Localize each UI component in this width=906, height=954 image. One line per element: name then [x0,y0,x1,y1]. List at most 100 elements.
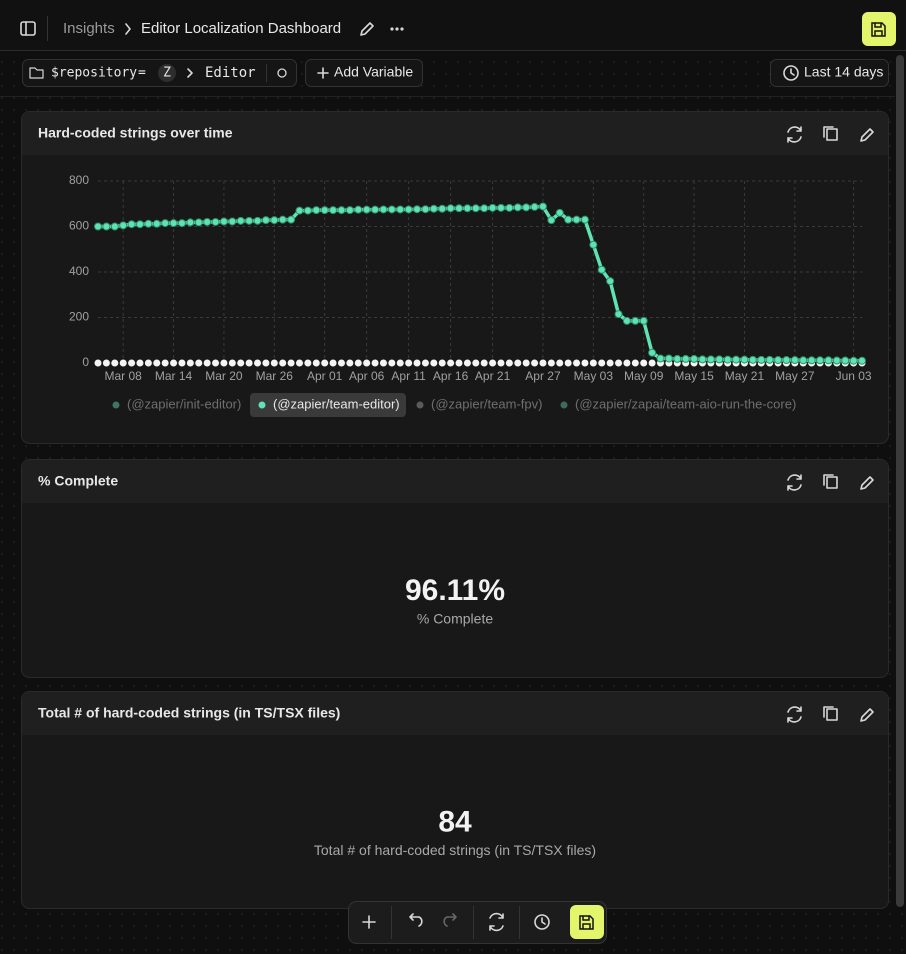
data-point [530,202,539,211]
panel-header [22,692,888,735]
add-variable-button[interactable] [305,59,423,87]
edit-button[interactable] [860,476,874,490]
y-tick-label: 0 [82,355,89,369]
baseline-dot [631,359,639,367]
legend-label[interactable]: (@zapier/team-fpv) [431,396,542,411]
data-point [219,217,228,226]
edit-title[interactable] [360,22,374,36]
variable-value: Editor [205,65,256,81]
data-point [858,356,866,365]
save-button[interactable] [570,905,604,939]
data-point [480,204,489,213]
baseline-dot [254,359,262,367]
data-point [329,206,338,215]
data-point [656,354,665,363]
panel-title: % Complete [38,473,118,489]
data-point [799,356,808,365]
data-point [261,216,270,225]
baseline-dot [337,359,345,367]
data-point [555,208,564,217]
data-point [404,205,413,214]
data-point [194,218,203,227]
baseline-dot [102,359,110,367]
data-point [639,316,648,325]
more-menu[interactable] [390,27,404,31]
save-button[interactable] [862,12,896,46]
data-point [513,203,522,212]
duplicate-button[interactable] [823,126,838,141]
baseline-dot [388,359,396,367]
refresh-button[interactable] [489,912,504,932]
operator: = [138,66,146,81]
data-point [580,215,589,224]
redo-button[interactable] [443,913,457,927]
baseline-dot [438,359,446,367]
data-point [564,215,573,224]
baseline-dot [136,359,144,367]
baseline-dot [228,359,236,367]
edit-button[interactable] [860,708,874,722]
refresh-button[interactable] [787,126,802,143]
date-range-label: Last 14 days [804,64,883,80]
baseline-dot [606,359,614,367]
edit-button[interactable] [860,128,874,142]
refresh-button[interactable] [787,474,802,491]
refresh-button[interactable] [787,706,802,723]
chevron [125,23,131,35]
baseline-dot [455,359,463,367]
legend-label[interactable]: (@zapier/init-editor) [127,396,241,411]
data-point [295,206,304,215]
data-point [622,316,631,325]
baseline-dot [581,359,589,367]
legend-marker [258,401,266,409]
add-button[interactable] [362,915,376,929]
plus-icon [317,67,329,79]
duplicate-button[interactable] [823,706,838,721]
data-point [270,216,279,225]
panel-title: Hard-coded strings over time [38,125,233,141]
data-point [664,354,673,363]
top-bar [0,0,906,50]
x-tick-label: May 21 [725,369,765,383]
x-tick-label: Apr 21 [475,369,511,383]
date-range-button[interactable] [770,59,889,87]
data-point [177,219,186,228]
data-point [413,205,422,214]
baseline-dot [363,359,371,367]
scrollbar[interactable] [896,55,904,907]
data-point [429,204,438,213]
data-point [102,222,111,231]
history-button[interactable] [534,914,550,930]
data-point [648,348,657,357]
baseline-dot [203,359,211,367]
undo-button[interactable] [409,913,423,927]
baseline-dot [279,359,287,367]
data-point [438,204,447,213]
settings-icon[interactable] [277,68,287,78]
baseline-dot [262,359,270,367]
panel [21,111,889,444]
panel-title: Total # of hard-coded strings (in TS/TSX… [38,705,340,721]
sidebar-toggle[interactable] [20,21,36,36]
data-point [681,354,690,363]
data-point [471,204,480,213]
chevron [187,68,193,78]
data-point [287,215,296,224]
data-point [816,356,825,365]
baseline-dot [497,359,505,367]
data-point [320,206,329,215]
baseline-dot [304,359,312,367]
baseline-dot [371,359,379,367]
baseline-dot [514,359,522,367]
baseline-dot [522,359,530,367]
breadcrumb-link[interactable]: Insights [63,20,115,37]
baseline-dot [321,359,329,367]
data-point [463,204,472,213]
duplicate-button[interactable] [823,474,838,489]
data-point [782,356,791,365]
legend-label[interactable]: (@zapier/zapai/team-aio-run-the-core) [575,396,796,411]
data-point [597,265,606,274]
legend-label[interactable]: (@zapier/team-editor) [273,396,400,411]
baseline-dot [379,359,387,367]
baseline-dot [489,359,497,367]
